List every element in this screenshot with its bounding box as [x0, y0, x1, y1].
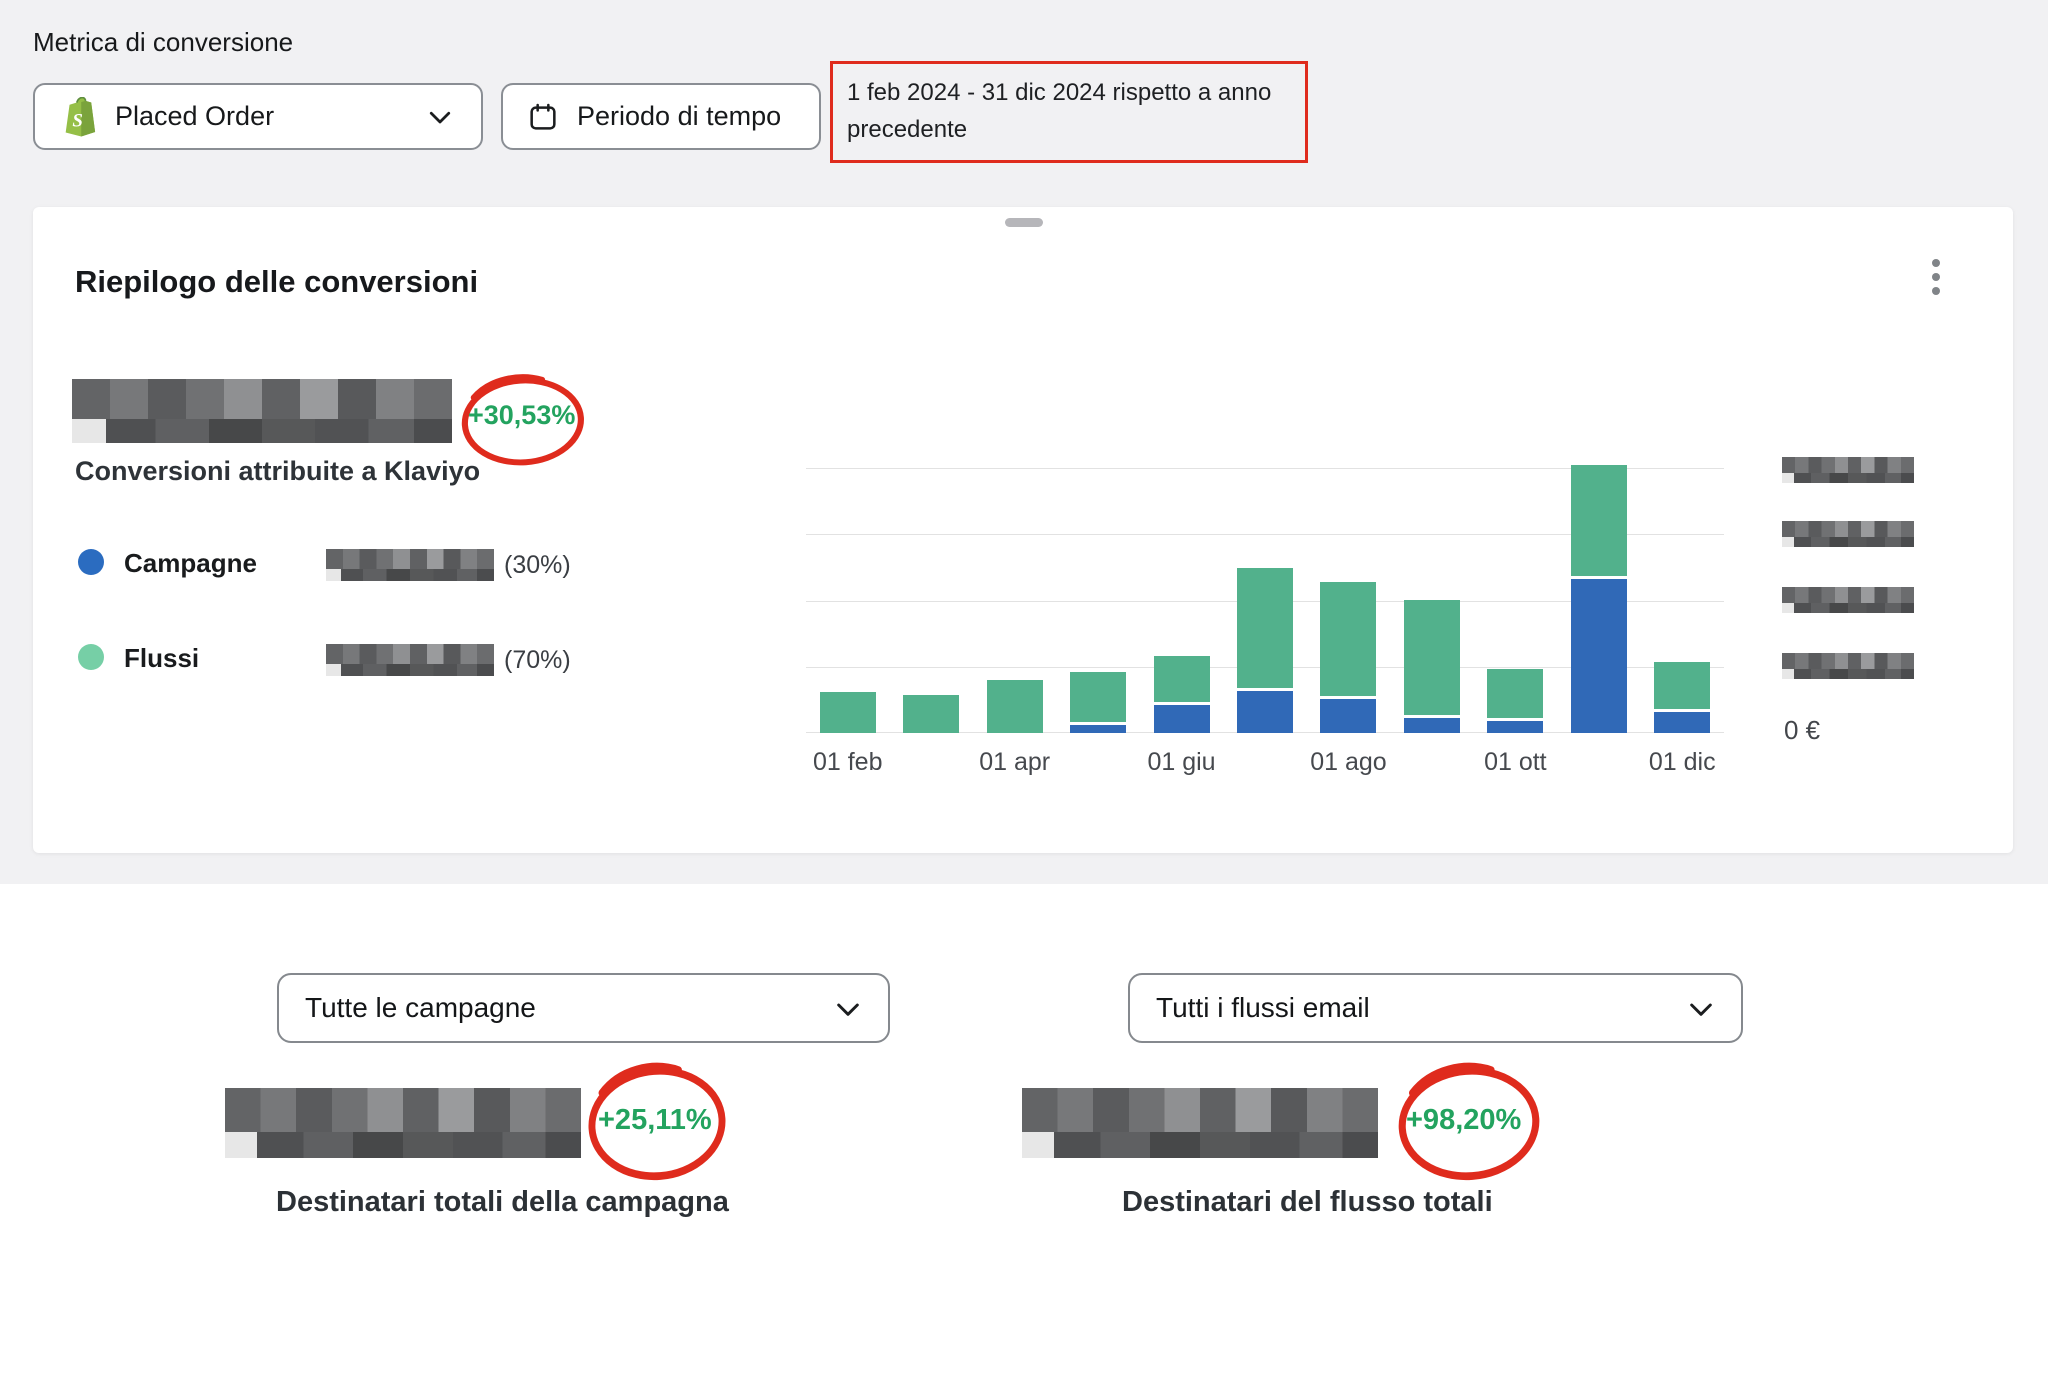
legend-value-flussi-redacted	[326, 644, 494, 676]
x-axis-tick-label	[1056, 748, 1139, 777]
legend-share-campagne: (30%)	[504, 551, 571, 579]
card-title: Riepilogo delle conversioni	[75, 264, 479, 299]
legend-dot-campagne	[78, 549, 104, 575]
x-axis-tick-label: 01 feb	[812, 748, 883, 776]
x-axis-tick-label	[1390, 748, 1473, 777]
x-axis-tick-label: 01 giu	[1147, 748, 1216, 776]
red-circle-annotation	[456, 372, 588, 470]
flows-dropdown-value: Tutti i flussi email	[1156, 992, 1370, 1023]
gridline	[806, 534, 1724, 536]
metric-label: Metrica di conversione	[33, 27, 294, 57]
bar-01-ago[interactable]	[1307, 468, 1390, 733]
x-axis-tick-label	[1557, 748, 1640, 777]
flows-delta: +98,20%	[1406, 1104, 1522, 1136]
bar-01-feb[interactable]	[806, 468, 889, 733]
legend-name-flussi: Flussi	[124, 643, 200, 673]
chart-x-axis-labels: 01 feb 01 apr 01 giu 01 ago 01 ott 01 dic	[806, 748, 1724, 777]
gridline	[806, 468, 1724, 469]
bar-01-giu[interactable]	[1140, 468, 1223, 733]
date-range-line2: precedente	[847, 116, 968, 143]
summary-delta: +30,53%	[468, 400, 576, 430]
x-axis-tick-label: 01 ago	[1310, 748, 1387, 776]
summary-value-redacted	[72, 379, 452, 443]
chevron-down-icon	[1685, 993, 1715, 1023]
campaigns-delta: +25,11%	[598, 1104, 712, 1136]
bar-01-lug[interactable]	[1223, 468, 1306, 733]
x-axis-tick-label: 01 ott	[1484, 748, 1547, 776]
legend-name-campagne: Campagne	[124, 548, 257, 578]
chart-plot	[806, 465, 1724, 733]
card-menu-kebab-icon[interactable]	[1922, 254, 1950, 300]
bar-01-dic[interactable]	[1641, 468, 1724, 733]
summary-label: Conversioni attribuite a Klaviyo	[75, 456, 481, 486]
red-circle-annotation	[582, 1060, 730, 1186]
period-button-label: Periodo di tempo	[577, 101, 782, 131]
svg-text:S: S	[72, 110, 82, 131]
metric-dropdown[interactable]: S Placed Order	[33, 83, 483, 150]
flows-dropdown[interactable]: Tutti i flussi email	[1128, 973, 1743, 1043]
date-range-annotation: 1 feb 2024 - 31 dic 2024 rispetto a anno…	[830, 61, 1308, 163]
bar-01-mar[interactable]	[889, 468, 972, 733]
flows-value-redacted	[1022, 1088, 1378, 1158]
campaigns-dropdown[interactable]: Tutte le campagne	[277, 973, 890, 1043]
x-axis-tick-label	[1223, 748, 1306, 777]
campaigns-value-redacted	[225, 1088, 581, 1158]
x-axis-tick-label: 01 apr	[979, 748, 1051, 776]
chevron-down-icon	[425, 102, 455, 132]
metric-dropdown-value: Placed Order	[115, 101, 275, 131]
red-circle-annotation	[1392, 1060, 1544, 1186]
bar-01-mag[interactable]	[1056, 468, 1139, 733]
legend-share-flussi: (70%)	[504, 646, 571, 674]
bar-01-apr[interactable]	[973, 468, 1056, 733]
y-axis-label-redacted	[1782, 653, 1914, 679]
y-axis-label-redacted	[1782, 457, 1914, 483]
bar-01-nov[interactable]	[1557, 465, 1640, 733]
x-axis-tick-label: 01 dic	[1648, 748, 1716, 776]
shopify-icon: S	[61, 96, 97, 137]
stacked-bar-chart	[806, 465, 1724, 733]
bar-01-set[interactable]	[1390, 468, 1473, 733]
date-range-line1: 1 feb 2024 - 31 dic 2024 rispetto a anno	[847, 79, 1272, 106]
y-axis-label-redacted	[1782, 587, 1914, 613]
campaigns-label: Destinatari totali della campagna	[276, 1186, 729, 1218]
legend-dot-flussi	[78, 644, 104, 670]
campaigns-dropdown-value: Tutte le campagne	[305, 992, 536, 1023]
y-axis-zero-label: 0 €	[1784, 715, 1821, 745]
y-axis-label-redacted	[1782, 521, 1914, 547]
legend-value-campagne-redacted	[326, 549, 494, 581]
conversion-summary-card	[33, 207, 2013, 853]
calendar-icon	[527, 101, 559, 133]
bar-01-ott[interactable]	[1474, 468, 1557, 733]
x-axis-tick-label	[889, 748, 972, 777]
period-button[interactable]: Periodo di tempo	[501, 83, 821, 150]
chevron-down-icon	[832, 993, 862, 1023]
card-drag-handle[interactable]	[1005, 218, 1043, 227]
flows-label: Destinatari del flusso totali	[1122, 1186, 1493, 1218]
